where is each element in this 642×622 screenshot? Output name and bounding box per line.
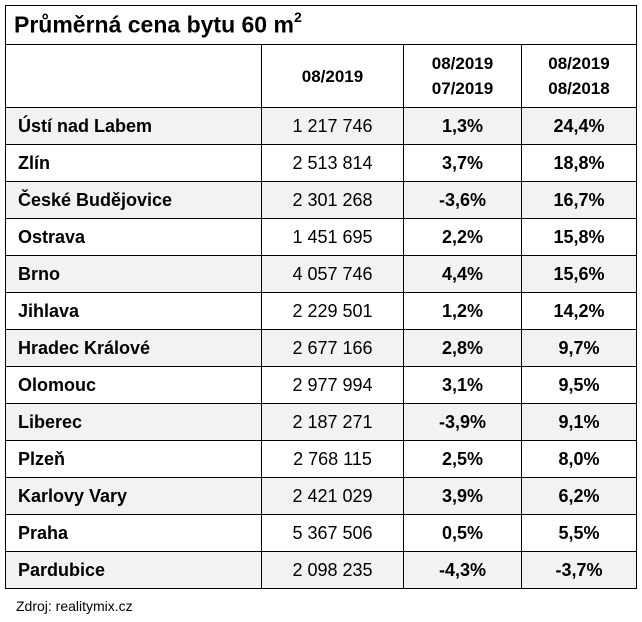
table-row: Liberec 2 187 271 -3,9% 9,1% xyxy=(5,403,637,441)
header-empty-cell xyxy=(5,44,262,108)
table-row: Praha 5 367 506 0,5% 5,5% xyxy=(5,514,637,552)
price-cell: 2 977 994 xyxy=(261,366,404,404)
month-change-cell: 4,4% xyxy=(403,255,522,293)
month-change-cell: 3,7% xyxy=(403,144,522,182)
year-change-cell: 9,1% xyxy=(521,403,637,441)
city-cell: Ústí nad Labem xyxy=(5,107,262,145)
table-row: Olomouc 2 977 994 3,1% 9,5% xyxy=(5,366,637,404)
month-change-cell: 0,5% xyxy=(403,514,522,552)
table-row: Brno 4 057 746 4,4% 15,6% xyxy=(5,255,637,293)
header-month-over-month: 08/2019 07/2019 xyxy=(403,44,522,108)
city-cell: České Budějovice xyxy=(5,181,262,219)
price-cell: 4 057 746 xyxy=(261,255,404,293)
price-cell: 2 098 235 xyxy=(261,551,404,589)
table-row: Jihlava 2 229 501 1,2% 14,2% xyxy=(5,292,637,330)
table-row: Karlovy Vary 2 421 029 3,9% 6,2% xyxy=(5,477,637,515)
header-mom-line1: 08/2019 xyxy=(431,54,494,73)
table-row: České Budějovice 2 301 268 -3,6% 16,7% xyxy=(5,181,637,219)
year-change-cell: 15,8% xyxy=(521,218,637,256)
source-note: Zdroj: realitymix.cz xyxy=(16,598,133,614)
price-cell: 1 451 695 xyxy=(261,218,404,256)
city-cell: Hradec Králové xyxy=(5,329,262,367)
month-change-cell: 2,2% xyxy=(403,218,522,256)
year-change-cell: 18,8% xyxy=(521,144,637,182)
city-cell: Brno xyxy=(5,255,262,293)
year-change-cell: 16,7% xyxy=(521,181,637,219)
price-cell: 5 367 506 xyxy=(261,514,404,552)
header-year-over-year: 08/2019 08/2018 xyxy=(521,44,637,108)
table-row: Plzeň 2 768 115 2,5% 8,0% xyxy=(5,440,637,478)
year-change-cell: 9,7% xyxy=(521,329,637,367)
city-cell: Olomouc xyxy=(5,366,262,404)
price-cell: 2 513 814 xyxy=(261,144,404,182)
price-table-container: Průměrná cena bytu 60 m2 08/2019 08/2019… xyxy=(5,5,637,589)
city-cell: Karlovy Vary xyxy=(5,477,262,515)
price-table: Průměrná cena bytu 60 m2 08/2019 08/2019… xyxy=(5,5,637,589)
price-cell: 1 217 746 xyxy=(261,107,404,145)
year-change-cell: 24,4% xyxy=(521,107,637,145)
month-change-cell: -3,9% xyxy=(403,403,522,441)
year-change-cell: 8,0% xyxy=(521,440,637,478)
header-current-month: 08/2019 xyxy=(261,44,404,108)
year-change-cell: 15,6% xyxy=(521,255,637,293)
year-change-cell: -3,7% xyxy=(521,551,637,589)
header-mom-line2: 07/2019 xyxy=(431,79,494,98)
table-title: Průměrná cena bytu 60 m2 xyxy=(5,5,637,45)
price-cell: 2 768 115 xyxy=(261,440,404,478)
table-row: Ostrava 1 451 695 2,2% 15,8% xyxy=(5,218,637,256)
price-cell: 2 301 268 xyxy=(261,181,404,219)
month-change-cell: -3,6% xyxy=(403,181,522,219)
header-yoy-line1: 08/2019 xyxy=(548,54,610,73)
year-change-cell: 14,2% xyxy=(521,292,637,330)
month-change-cell: 1,2% xyxy=(403,292,522,330)
table-row: Pardubice 2 098 235 -4,3% -3,7% xyxy=(5,551,637,589)
city-cell: Liberec xyxy=(5,403,262,441)
table-row: Hradec Králové 2 677 166 2,8% 9,7% xyxy=(5,329,637,367)
price-cell: 2 677 166 xyxy=(261,329,404,367)
table-row: Ústí nad Labem 1 217 746 1,3% 24,4% xyxy=(5,107,637,145)
month-change-cell: 3,1% xyxy=(403,366,522,404)
city-cell: Pardubice xyxy=(5,551,262,589)
price-cell: 2 229 501 xyxy=(261,292,404,330)
table-title-superscript: 2 xyxy=(293,9,302,26)
year-change-cell: 5,5% xyxy=(521,514,637,552)
year-change-cell: 6,2% xyxy=(521,477,637,515)
table-row: Zlín 2 513 814 3,7% 18,8% xyxy=(5,144,637,182)
city-cell: Jihlava xyxy=(5,292,262,330)
city-cell: Zlín xyxy=(5,144,262,182)
price-cell: 2 421 029 xyxy=(261,477,404,515)
city-cell: Praha xyxy=(5,514,262,552)
header-yoy-line2: 08/2018 xyxy=(548,79,610,98)
table-title-text: Průměrná cena bytu 60 m xyxy=(14,11,294,38)
title-row: Průměrná cena bytu 60 m2 xyxy=(5,5,637,45)
month-change-cell: 1,3% xyxy=(403,107,522,145)
month-change-cell: 2,8% xyxy=(403,329,522,367)
city-cell: Plzeň xyxy=(5,440,262,478)
month-change-cell: 2,5% xyxy=(403,440,522,478)
month-change-cell: 3,9% xyxy=(403,477,522,515)
year-change-cell: 9,5% xyxy=(521,366,637,404)
city-cell: Ostrava xyxy=(5,218,262,256)
price-cell: 2 187 271 xyxy=(261,403,404,441)
month-change-cell: -4,3% xyxy=(403,551,522,589)
header-row: 08/2019 08/2019 07/2019 08/2019 08/2018 xyxy=(5,44,637,108)
